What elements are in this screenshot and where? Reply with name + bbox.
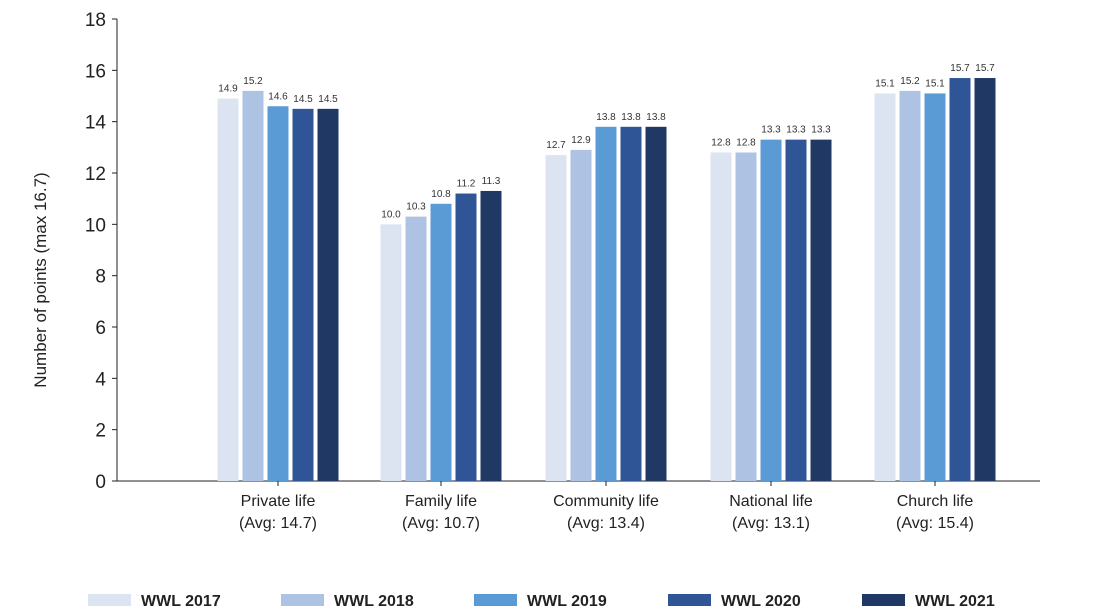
bar-value-label: 13.3 [761,125,781,136]
bar [760,139,782,481]
bar-value-label: 11.3 [482,176,501,187]
bar-value-label: 14.5 [293,94,313,105]
y-tick-label: 18 [85,10,106,31]
bar [405,216,427,481]
bar [570,149,592,481]
bar-value-label: 13.3 [786,125,806,136]
legend-item: WWL 2018 [281,593,414,610]
legend-swatch [474,594,517,606]
x-category-label: Church life [897,493,974,510]
bar-value-label: 12.7 [546,140,566,151]
x-category-avg-label: (Avg: 10.7) [402,515,480,532]
legend-label: WWL 2019 [527,593,607,610]
bar-value-label: 12.8 [711,137,731,148]
x-category-avg-label: (Avg: 15.4) [896,515,974,532]
bar-value-label: 14.9 [218,84,238,95]
legend-label: WWL 2021 [915,593,995,610]
y-tick-label: 12 [85,164,106,185]
bar-value-label: 15.7 [975,63,995,74]
bar [899,90,921,481]
bar [267,106,289,482]
x-category-avg-label: (Avg: 13.4) [567,515,645,532]
bar-value-label: 10.3 [406,202,426,213]
legend: WWL 2017 WWL 2018 WWL 2019 WWL 2020 WWL 2021 [88,593,995,610]
category-labels: Private life (Avg: 14.7) Family life (Avg: … [239,493,974,532]
bar-value-label: 10.0 [381,209,401,220]
legend-swatch [668,594,711,606]
bar [924,93,946,481]
y-tick-label: 14 [85,113,107,134]
bar-value-label: 15.1 [925,78,945,89]
bar-value-label: 13.8 [621,112,641,123]
x-category-avg-label: (Avg: 14.7) [239,515,317,532]
bar-value-label: 10.8 [431,189,451,200]
bar [949,78,971,482]
y-tick-label: 2 [95,421,106,442]
bar-value-label: 13.3 [811,125,831,136]
x-category-label: Community life [553,493,659,510]
bar-value-label: 15.2 [243,76,263,87]
bar-value-label: 14.5 [318,94,338,105]
y-tick-label: 0 [95,472,106,493]
y-tick-label: 10 [85,215,106,236]
bar [380,224,402,482]
bar [785,139,807,481]
bars [217,78,996,482]
bar-value-label: 12.8 [736,137,756,148]
bar-value-label: 13.8 [646,112,666,123]
legend-label: WWL 2020 [721,593,801,610]
bar-value-label: 11.2 [457,179,476,190]
bar-value-label: 15.1 [875,78,895,89]
y-tick-label: 4 [95,369,106,390]
legend-swatch [862,594,905,606]
bar [292,108,314,481]
legend-swatch [281,594,324,606]
bar-value-label: 14.6 [268,91,288,102]
bar-value-label: 13.8 [596,112,616,123]
x-category-label: Family life [405,493,477,510]
bar [317,108,339,481]
value-labels: 14.9 15.2 14.6 14.5 14.5 10.0 10.3 10.8 11.2 11.3… [218,63,995,220]
legend-item: WWL 2021 [862,593,995,610]
legend-item: WWL 2019 [474,593,607,610]
bar [620,126,642,482]
bar [480,190,502,481]
bar [430,203,452,482]
bar [242,90,264,481]
bar [710,152,732,481]
x-axis [112,480,1040,486]
legend-label: WWL 2018 [334,593,414,610]
y-tick-label: 16 [85,61,106,82]
y-axis-label: Number of points (max 16.7) [31,172,50,387]
y-tick-label: 6 [95,318,106,339]
x-category-label: National life [729,493,813,510]
bar [217,98,239,482]
y-tick-label: 8 [95,267,106,288]
x-category-label: Private life [241,493,316,510]
bar [810,139,832,481]
bar [455,193,477,482]
legend-label: WWL 2017 [141,593,221,610]
bar [645,126,667,482]
bar [545,155,567,482]
bar-value-label: 12.9 [571,135,591,146]
legend-item: WWL 2017 [88,593,221,610]
bar [595,126,617,482]
legend-swatch [88,594,131,606]
x-category-avg-label: (Avg: 13.1) [732,515,810,532]
y-axis: 0 2 4 6 8 10 12 14 16 18 [85,10,118,493]
bar [874,93,896,481]
legend-item: WWL 2020 [668,593,801,610]
bar [735,152,757,481]
bar-value-label: 15.7 [950,63,970,74]
bar-value-label: 15.2 [900,76,920,87]
bar [974,78,996,482]
